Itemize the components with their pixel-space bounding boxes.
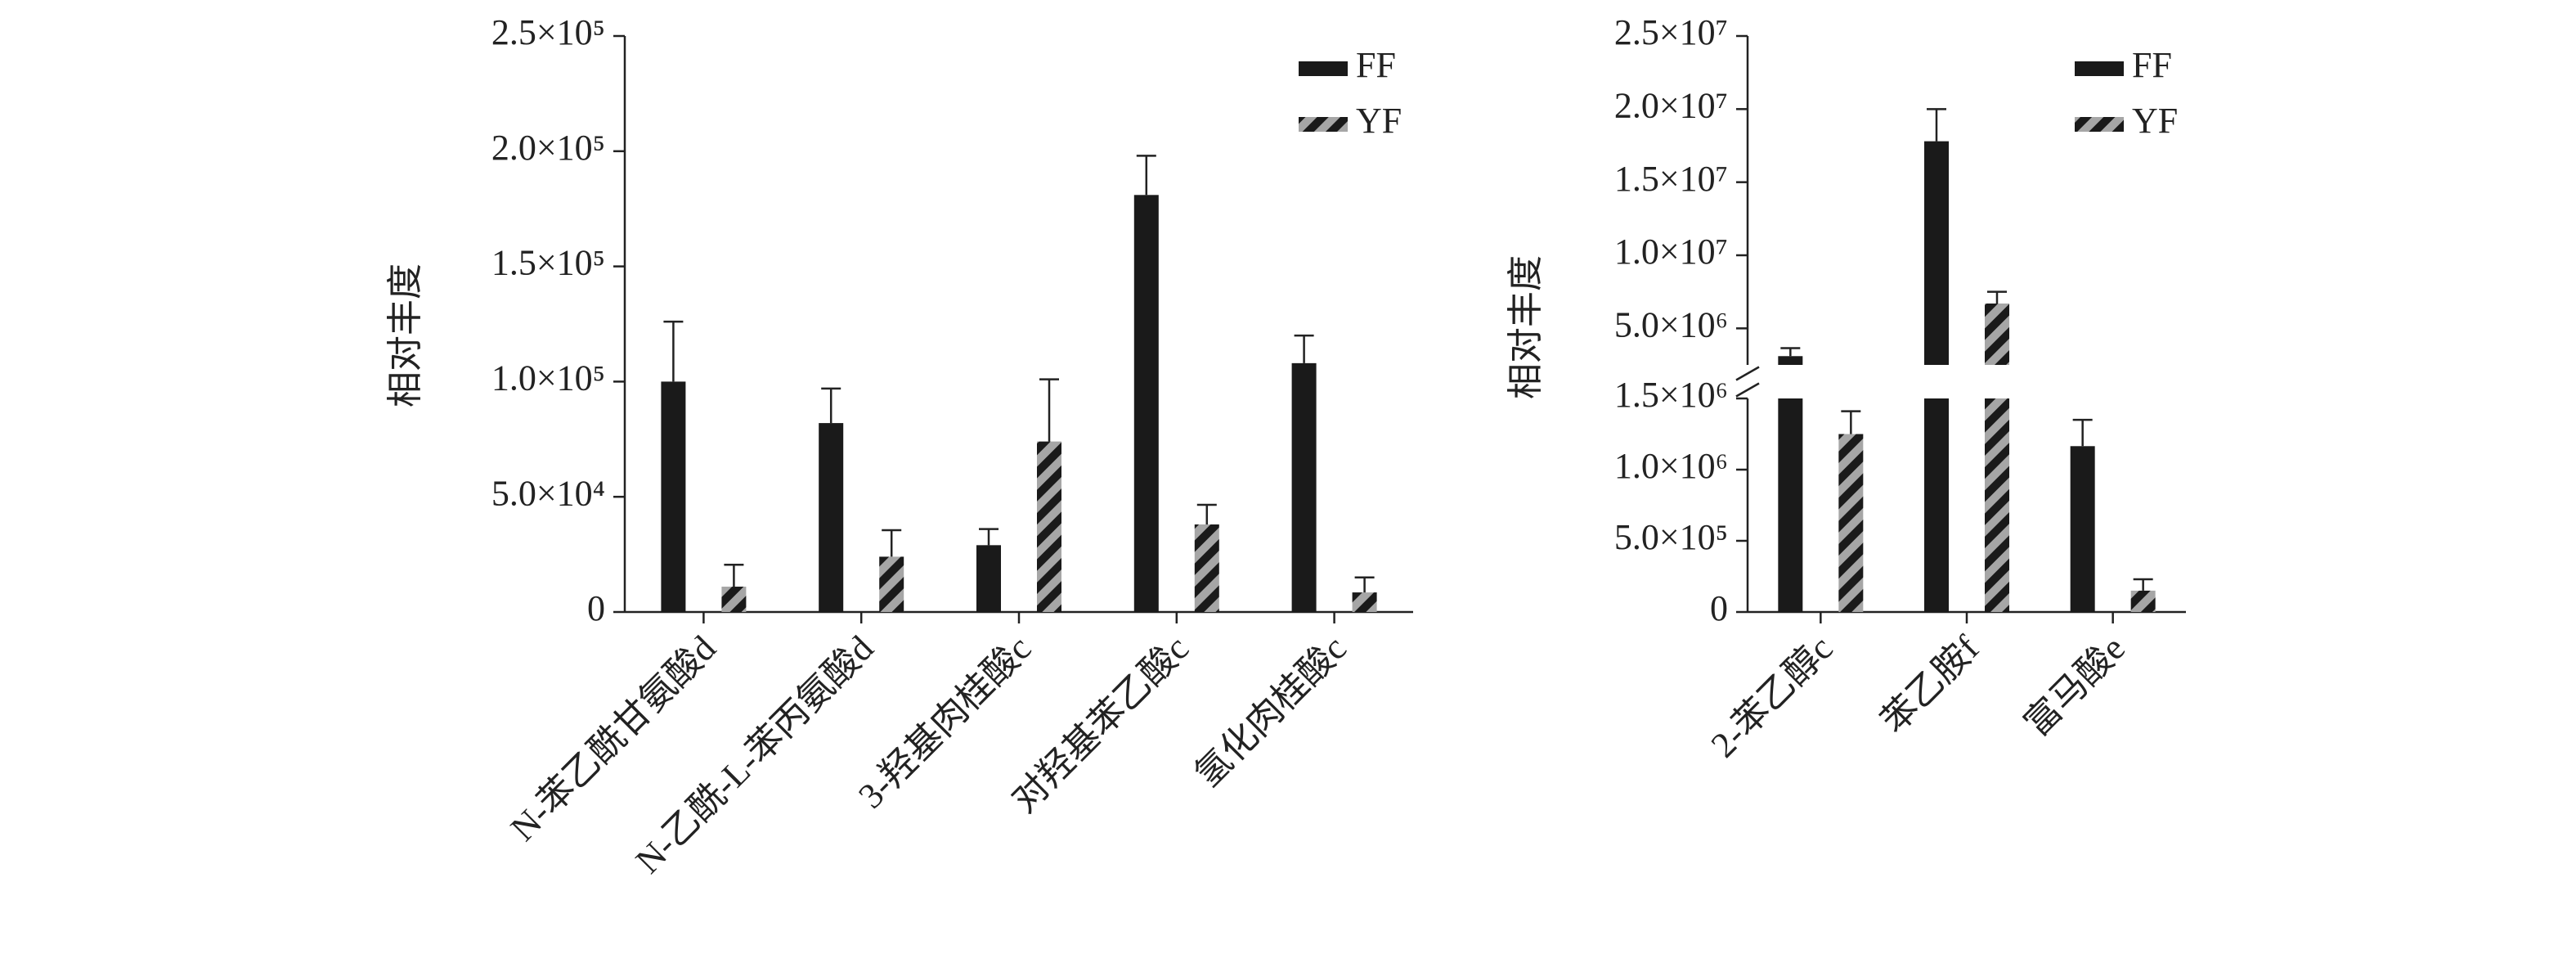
y-tick-label: 5.0×10⁵ [1614,517,1728,557]
x-tick-label: 富马酸e [2017,628,2133,745]
y-tick-label: 1.5×10⁵ [491,243,605,283]
error-bar [1196,503,1217,524]
error-bar [2072,418,2093,447]
axis-break [1735,382,1760,398]
legend-swatch [1299,117,1348,132]
error-bar [821,387,841,424]
legend-swatch [2075,61,2124,76]
y-tick-label: 1.0×10⁵ [491,358,605,398]
bar [976,545,1001,612]
y-tick-label: 2.5×10⁵ [491,12,605,52]
error-bar [1136,155,1156,196]
legend-label: FF [2132,45,2172,85]
axis-break [1735,366,1760,381]
bar [819,423,844,612]
y-tick-label: 2.5×10⁷ [1614,12,1728,52]
legend-swatch [2075,117,2124,132]
x-tick-label: 2-苯乙醇c [1703,628,1841,766]
bar [2130,590,2156,612]
x-tick-label: 苯乙胺f [1874,628,1987,741]
y-tick-label: 2.0×10⁵ [491,128,605,168]
bar [1291,362,1317,612]
bar [1985,398,2009,612]
error-bar [1780,347,1801,357]
y-tick-label: 5.0×10⁶ [1614,304,1728,344]
y-tick-label: 1.5×10⁷ [1614,159,1728,199]
bar [1037,441,1061,612]
error-bar [979,528,999,546]
y-tick-label: 1.5×10⁶ [1614,375,1728,415]
bar [1924,141,1949,365]
bar [1838,434,1864,612]
bar [1194,524,1219,612]
y-tick-label: 5.0×10⁴ [491,473,605,513]
bar [661,381,686,612]
legend-label: YF [1356,101,1402,141]
y-tick-label: 2.0×10⁷ [1614,85,1728,125]
bar [1133,195,1159,612]
error-bar [663,320,684,382]
bar [1778,356,1803,365]
x-tick-label: 氢化肉桂酸c [1187,628,1354,795]
y-axis-title: 相对丰度 [385,263,425,407]
bar [1985,303,2009,365]
error-bar [1039,378,1059,442]
bar [1778,398,1803,612]
y-tick-label: 1.0×10⁶ [1614,446,1728,486]
y-axis-title: 相对丰度 [1506,255,1546,399]
error-bar [882,529,902,557]
y-tick-label: 0 [587,588,605,628]
error-bar [724,564,744,587]
bar [2070,446,2095,612]
error-bar [2133,578,2153,591]
error-bar [1841,410,1861,434]
error-bar [1987,290,2007,304]
legend-label: FF [1356,45,1396,85]
error-bar [1927,108,1946,142]
bar [879,556,904,612]
error-bar [1354,576,1375,593]
y-tick-label: 1.0×10⁷ [1614,232,1728,272]
legend-label: YF [2132,101,2178,141]
legend-swatch [1299,61,1348,76]
bar [1352,592,1377,612]
bar [721,587,747,612]
bar [1924,398,1949,612]
y-tick-label: 0 [1710,588,1728,628]
error-bar [1294,334,1314,363]
